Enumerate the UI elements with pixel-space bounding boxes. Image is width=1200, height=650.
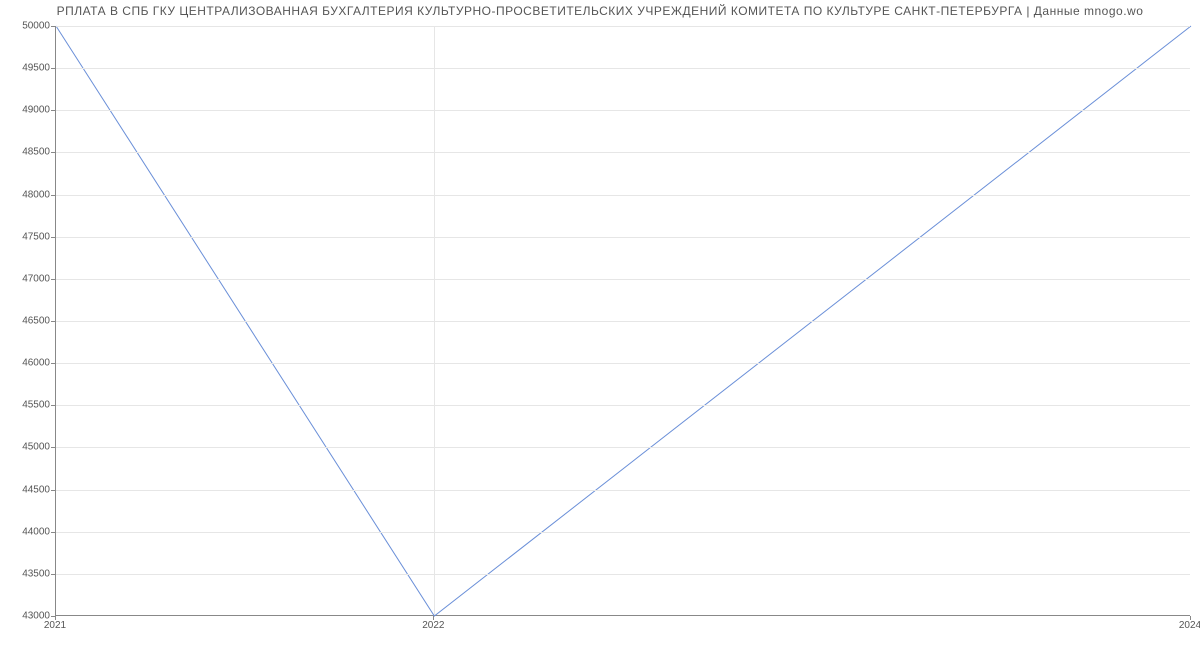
- y-tick-mark: [51, 363, 55, 364]
- y-tick-label: 48500: [5, 147, 50, 158]
- y-tick-mark: [51, 195, 55, 196]
- y-tick-mark: [51, 110, 55, 111]
- y-tick-mark: [51, 26, 55, 27]
- y-tick-mark: [51, 490, 55, 491]
- y-tick-label: 45500: [5, 400, 50, 411]
- y-tick-label: 47500: [5, 231, 50, 242]
- x-tick-label: 2021: [44, 620, 66, 631]
- h-gridline: [56, 26, 1190, 27]
- h-gridline: [56, 363, 1190, 364]
- h-gridline: [56, 195, 1190, 196]
- y-tick-label: 46500: [5, 316, 50, 327]
- h-gridline: [56, 574, 1190, 575]
- y-tick-label: 49500: [5, 63, 50, 74]
- h-gridline: [56, 447, 1190, 448]
- y-tick-label: 50000: [5, 21, 50, 32]
- v-gridline: [434, 26, 435, 615]
- x-tick-label: 2024: [1179, 620, 1200, 631]
- y-tick-mark: [51, 68, 55, 69]
- y-tick-label: 45000: [5, 442, 50, 453]
- h-gridline: [56, 152, 1190, 153]
- y-tick-label: 46000: [5, 358, 50, 369]
- y-tick-mark: [51, 405, 55, 406]
- y-tick-mark: [51, 447, 55, 448]
- h-gridline: [56, 321, 1190, 322]
- h-gridline: [56, 237, 1190, 238]
- x-tick-label: 2022: [422, 620, 444, 631]
- y-tick-mark: [51, 237, 55, 238]
- h-gridline: [56, 110, 1190, 111]
- y-tick-mark: [51, 279, 55, 280]
- y-tick-label: 48000: [5, 189, 50, 200]
- h-gridline: [56, 532, 1190, 533]
- h-gridline: [56, 405, 1190, 406]
- y-tick-label: 43500: [5, 568, 50, 579]
- h-gridline: [56, 279, 1190, 280]
- y-tick-label: 49000: [5, 105, 50, 116]
- h-gridline: [56, 490, 1190, 491]
- y-tick-mark: [51, 152, 55, 153]
- y-tick-mark: [51, 321, 55, 322]
- y-tick-mark: [51, 532, 55, 533]
- y-tick-label: 44000: [5, 526, 50, 537]
- chart-title: РПЛАТА В СПБ ГКУ ЦЕНТРАЛИЗОВАННАЯ БУХГАЛ…: [0, 4, 1200, 18]
- y-tick-label: 47000: [5, 273, 50, 284]
- y-tick-label: 44500: [5, 484, 50, 495]
- salary-line-chart: РПЛАТА В СПБ ГКУ ЦЕНТРАЛИЗОВАННАЯ БУХГАЛ…: [0, 0, 1200, 650]
- h-gridline: [56, 68, 1190, 69]
- plot-area: [55, 26, 1190, 616]
- y-tick-mark: [51, 574, 55, 575]
